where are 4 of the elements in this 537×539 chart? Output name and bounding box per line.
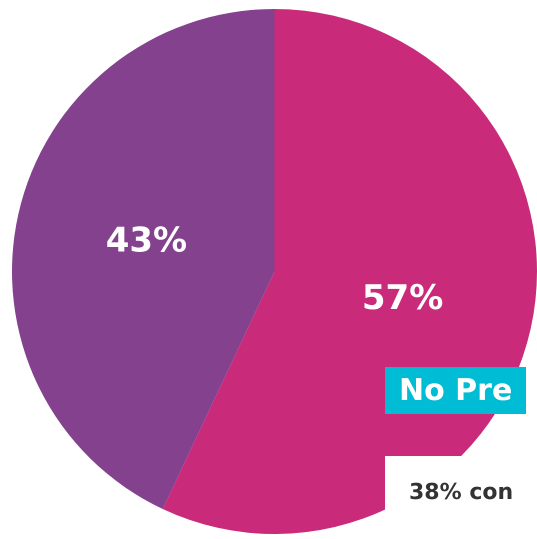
text: 38% con	[385, 456, 537, 539]
text: No Pre	[385, 367, 526, 414]
data-label: 43%	[106, 220, 188, 261]
data-label: 57%	[362, 278, 444, 318]
